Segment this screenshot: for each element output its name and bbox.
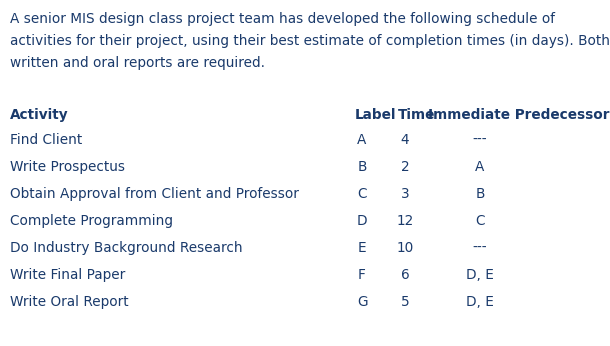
Text: Label: Label [355,108,396,122]
Text: Time: Time [398,108,436,122]
Text: Obtain Approval from Client and Professor: Obtain Approval from Client and Professo… [10,187,299,201]
Text: Write Oral Report: Write Oral Report [10,295,129,309]
Text: 12: 12 [396,214,414,228]
Text: D, E: D, E [466,268,494,282]
Text: Find Client: Find Client [10,133,82,147]
Text: C: C [357,187,367,201]
Text: E: E [357,241,367,255]
Text: D: D [357,214,367,228]
Text: B: B [475,187,485,201]
Text: 2: 2 [401,160,409,174]
Text: A: A [475,160,485,174]
Text: activities for their project, using their best estimate of completion times (in : activities for their project, using thei… [10,34,610,48]
Text: 6: 6 [401,268,409,282]
Text: C: C [475,214,485,228]
Text: F: F [358,268,366,282]
Text: B: B [357,160,367,174]
Text: Immediate Predecessor: Immediate Predecessor [428,108,609,122]
Text: ---: --- [473,133,487,147]
Text: 10: 10 [396,241,414,255]
Text: Write Prospectus: Write Prospectus [10,160,125,174]
Text: A: A [357,133,367,147]
Text: written and oral reports are required.: written and oral reports are required. [10,56,265,70]
Text: G: G [357,295,367,309]
Text: 4: 4 [401,133,409,147]
Text: Do Industry Background Research: Do Industry Background Research [10,241,243,255]
Text: 5: 5 [401,295,409,309]
Text: Write Final Paper: Write Final Paper [10,268,125,282]
Text: ---: --- [473,241,487,255]
Text: Complete Programming: Complete Programming [10,214,173,228]
Text: 3: 3 [401,187,409,201]
Text: A senior MIS design class project team has developed the following schedule of: A senior MIS design class project team h… [10,12,555,26]
Text: D, E: D, E [466,295,494,309]
Text: Activity: Activity [10,108,68,122]
